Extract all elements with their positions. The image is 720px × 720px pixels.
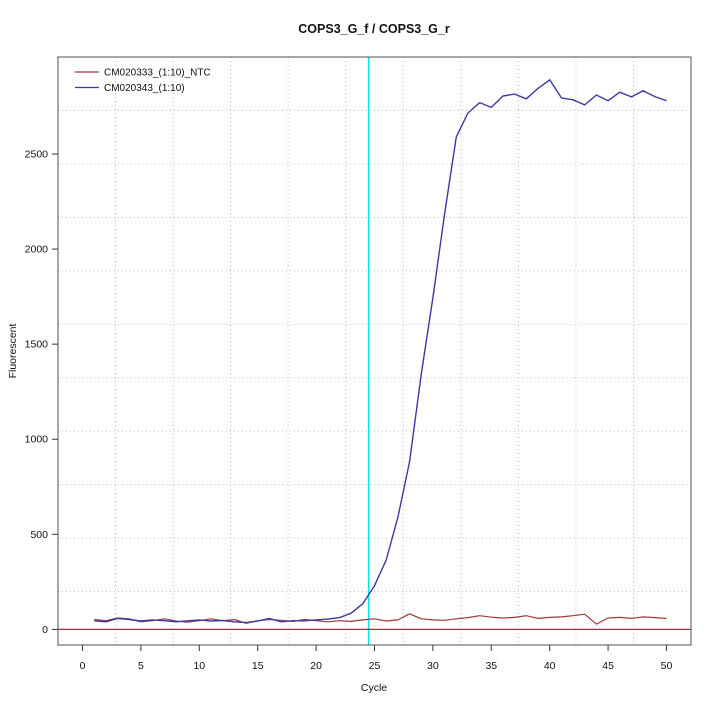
x-axis-label: Cycle <box>361 682 387 694</box>
series-line-1 <box>94 79 667 624</box>
reference-lines <box>58 57 691 645</box>
plot-border <box>57 56 692 646</box>
y-tick-label: 2500 <box>25 148 49 160</box>
y-tick-label: 1000 <box>25 434 49 446</box>
x-tick-label: 5 <box>138 660 144 672</box>
legend-label-ntc: CM020333_(1:10)_NTC <box>104 68 211 79</box>
page-title: COPS3_G_f / COPS3_G_r <box>298 22 450 36</box>
x-tick-label: 0 <box>80 660 86 672</box>
series-lines <box>94 79 667 625</box>
series-line-0 <box>94 613 667 625</box>
y-axis-label: Fluorescent <box>7 323 19 378</box>
grid-lines <box>58 57 691 645</box>
legend: CM020333_(1:10)_NTC CM020343_(1:10) <box>75 68 211 94</box>
x-tick-label: 50 <box>661 660 673 672</box>
x-tick-label: 10 <box>193 660 205 672</box>
y-tick-label: 2000 <box>25 244 49 256</box>
x-tick-label: 40 <box>544 660 556 672</box>
x-tick-label: 45 <box>602 660 614 672</box>
x-tick-label: 20 <box>310 660 322 672</box>
y-tick-label: 1500 <box>25 339 49 351</box>
legend-label-sample: CM020343_(1:10) <box>104 83 185 94</box>
x-tick-label: 30 <box>427 660 439 672</box>
x-tick-label: 15 <box>252 660 264 672</box>
y-tick-label: 500 <box>30 529 48 541</box>
x-tick-label: 35 <box>485 660 497 672</box>
x-tick-label: 25 <box>369 660 381 672</box>
y-tick-label: 0 <box>42 624 48 636</box>
